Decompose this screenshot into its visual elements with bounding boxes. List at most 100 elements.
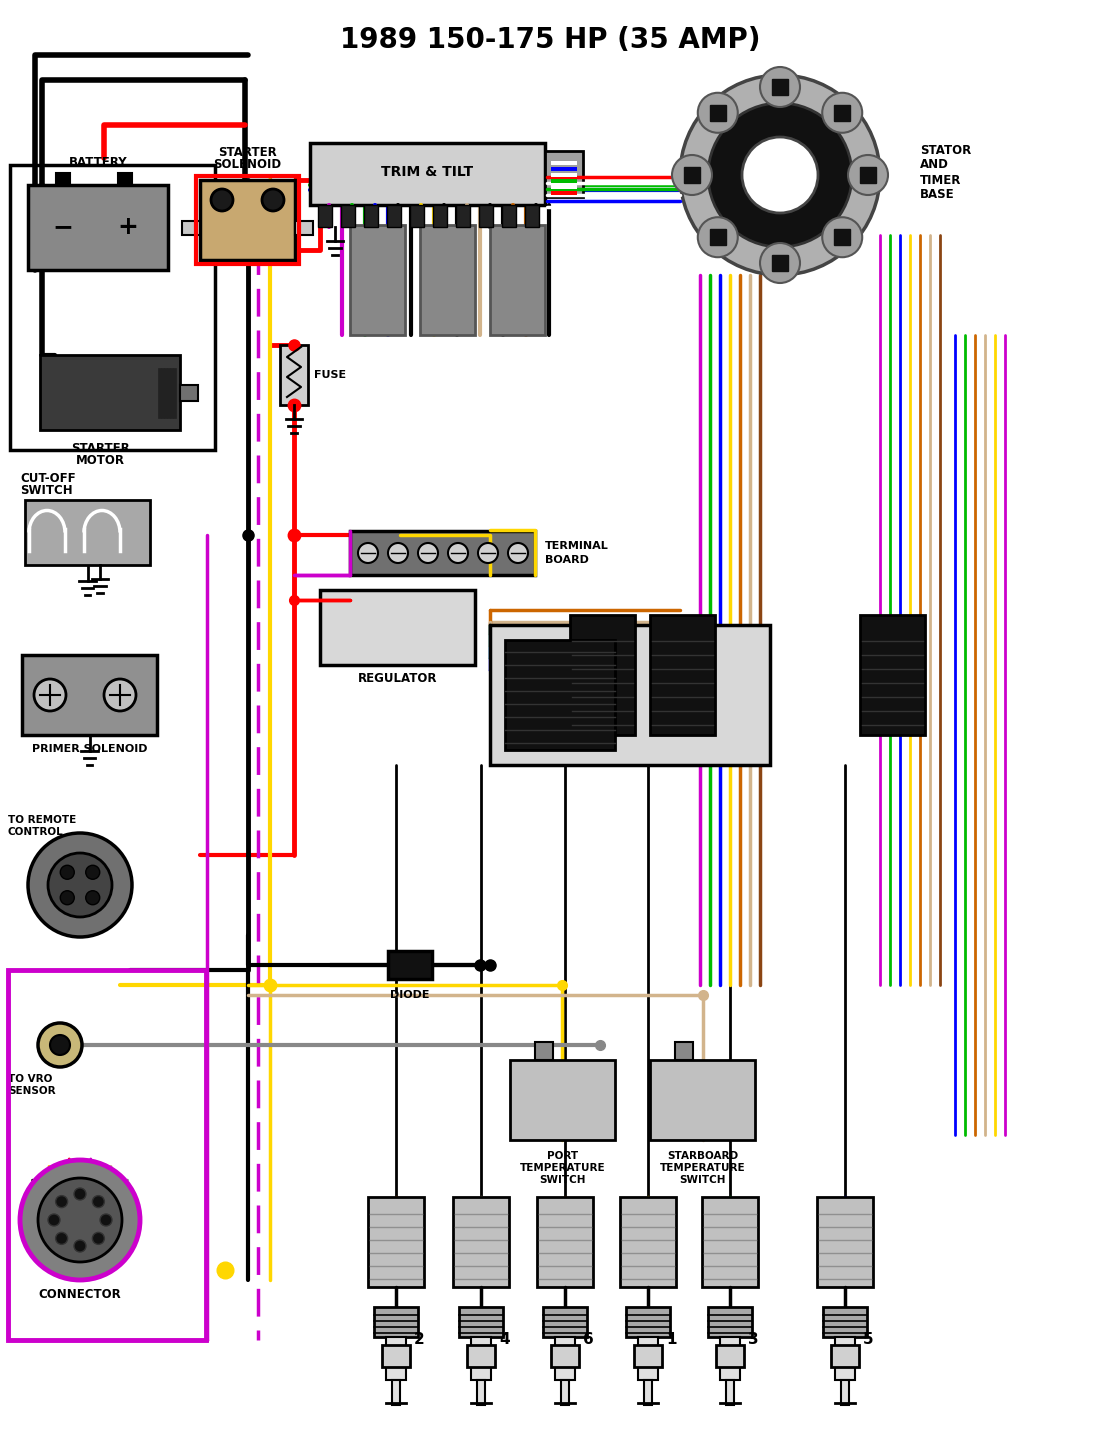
- Circle shape: [418, 542, 438, 563]
- Bar: [456, 205, 470, 227]
- Text: STARTER: STARTER: [70, 442, 130, 455]
- Bar: [433, 205, 447, 227]
- Circle shape: [822, 217, 862, 257]
- Bar: [710, 105, 726, 121]
- Text: BATTERY: BATTERY: [68, 156, 128, 169]
- Text: SWITCH: SWITCH: [20, 484, 73, 497]
- Text: 1: 1: [666, 1333, 676, 1347]
- Bar: [40, 354, 180, 430]
- Text: TERMINAL: TERMINAL: [544, 541, 608, 551]
- Text: SWITCH: SWITCH: [539, 1175, 585, 1185]
- Text: −: −: [53, 215, 74, 240]
- Text: 5: 5: [864, 1333, 873, 1347]
- Bar: [570, 616, 635, 735]
- Bar: [626, 1307, 670, 1337]
- Circle shape: [50, 1035, 70, 1055]
- Bar: [710, 230, 726, 245]
- Bar: [170, 367, 173, 418]
- Bar: [477, 1380, 485, 1405]
- Bar: [551, 161, 578, 165]
- Text: 1989 150-175 HP (35 AMP): 1989 150-175 HP (35 AMP): [340, 26, 760, 55]
- Bar: [638, 1337, 658, 1380]
- Circle shape: [760, 67, 800, 108]
- Bar: [551, 174, 578, 177]
- Bar: [490, 626, 770, 765]
- Circle shape: [92, 1233, 104, 1244]
- Bar: [551, 191, 578, 195]
- Bar: [453, 1197, 509, 1287]
- Bar: [830, 1345, 859, 1368]
- Bar: [167, 367, 169, 418]
- Text: CUT-OFF: CUT-OFF: [20, 472, 76, 485]
- Text: MOTOR: MOTOR: [76, 453, 124, 466]
- Bar: [720, 1337, 740, 1380]
- Text: 3: 3: [748, 1333, 759, 1347]
- Bar: [118, 174, 132, 185]
- Bar: [708, 1307, 752, 1337]
- Text: BOARD: BOARD: [544, 555, 588, 565]
- Circle shape: [39, 1178, 122, 1261]
- Bar: [478, 205, 493, 227]
- Circle shape: [697, 93, 738, 133]
- Bar: [834, 230, 850, 245]
- Text: SOLENOID: SOLENOID: [213, 158, 282, 172]
- Circle shape: [508, 542, 528, 563]
- Bar: [459, 1307, 503, 1337]
- Circle shape: [48, 1214, 60, 1225]
- Circle shape: [211, 189, 233, 211]
- Text: TEMPERATURE: TEMPERATURE: [519, 1162, 605, 1172]
- Circle shape: [448, 542, 468, 563]
- Bar: [823, 1307, 867, 1337]
- Bar: [374, 1307, 418, 1337]
- Bar: [420, 225, 475, 334]
- Circle shape: [478, 542, 498, 563]
- Circle shape: [56, 1195, 67, 1208]
- Bar: [505, 640, 615, 751]
- Circle shape: [60, 891, 75, 904]
- Bar: [350, 531, 535, 575]
- Bar: [56, 174, 70, 185]
- Circle shape: [86, 891, 100, 904]
- Bar: [860, 166, 876, 184]
- Bar: [860, 616, 925, 735]
- Bar: [772, 79, 788, 95]
- Bar: [644, 1380, 652, 1405]
- Circle shape: [822, 93, 862, 133]
- Bar: [556, 1337, 575, 1380]
- Text: SWITCH: SWITCH: [680, 1175, 726, 1185]
- Bar: [364, 205, 378, 227]
- Bar: [551, 166, 578, 171]
- Text: PRIMER SOLENOID: PRIMER SOLENOID: [32, 743, 147, 753]
- Circle shape: [86, 865, 100, 880]
- Bar: [388, 951, 432, 979]
- Bar: [173, 367, 176, 418]
- Bar: [702, 1197, 758, 1287]
- Circle shape: [100, 1214, 112, 1225]
- Bar: [490, 225, 544, 334]
- Bar: [368, 1197, 424, 1287]
- Text: DIODE: DIODE: [390, 990, 430, 1000]
- Text: BASE: BASE: [920, 188, 955, 201]
- Bar: [716, 1345, 744, 1368]
- Bar: [350, 225, 405, 334]
- Circle shape: [760, 243, 800, 283]
- Bar: [180, 385, 198, 400]
- Bar: [834, 105, 850, 121]
- Circle shape: [74, 1240, 86, 1251]
- Bar: [650, 1060, 755, 1139]
- Bar: [25, 499, 150, 565]
- Bar: [196, 177, 299, 264]
- Bar: [382, 1345, 410, 1368]
- Text: AND: AND: [920, 158, 949, 172]
- Text: PORT: PORT: [547, 1151, 579, 1161]
- Bar: [392, 1380, 400, 1405]
- Bar: [310, 144, 544, 205]
- Bar: [182, 221, 200, 235]
- Bar: [726, 1380, 734, 1405]
- Bar: [551, 179, 578, 184]
- Bar: [650, 616, 715, 735]
- Bar: [318, 205, 332, 227]
- Bar: [10, 165, 214, 451]
- Text: STARTER: STARTER: [218, 145, 277, 158]
- Text: STATOR: STATOR: [920, 144, 971, 156]
